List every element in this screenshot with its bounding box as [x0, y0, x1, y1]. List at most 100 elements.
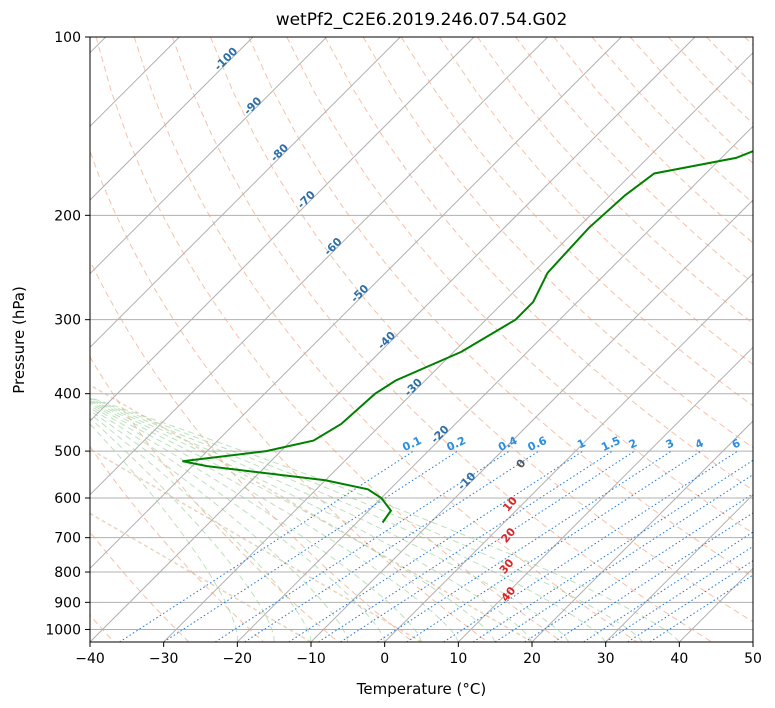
mixing-ratio-label: 2: [627, 436, 639, 451]
x-tick-label: 50: [744, 651, 762, 667]
mixing-ratio-label: 8: [759, 436, 771, 451]
isotherm: [678, 567, 753, 642]
isotherm-label: -50: [348, 282, 371, 305]
isotherm: [310, 199, 753, 642]
moist-adiabat: [90, 396, 680, 642]
plot-frame: [89, 36, 754, 643]
x-tick-label: 0: [380, 651, 389, 667]
isotherm-labels: -100-90-80-70-60-50-40-30-20-10: [212, 44, 479, 492]
dry-adiabat: [95, 37, 563, 642]
moist-adiabat: [90, 407, 386, 642]
y-tick-label: 400: [54, 387, 81, 403]
x-tick-label: 10: [449, 651, 467, 667]
dry-adiabat: [438, 37, 753, 366]
isotherm: [457, 346, 753, 642]
dry-adiabat: [477, 37, 753, 325]
x-tick-label: 30: [597, 651, 615, 667]
dry-adiabat: [210, 37, 753, 623]
chart-title: wetPf2_C2E6.2019.246.07.54.G02: [276, 10, 568, 30]
mixing-ratio-line: [583, 531, 753, 642]
dry-adiabat: [706, 37, 753, 86]
x-tick-label: −40: [75, 651, 105, 667]
x-tick-label: −30: [149, 651, 179, 667]
y-tick-label: 100: [54, 30, 81, 46]
saturation-curve: [90, 384, 533, 642]
dry-adiabat: [90, 259, 414, 642]
x-tick-label: 20: [523, 651, 541, 667]
mixing-ratio-line: [244, 450, 540, 642]
dry-adiabat: [553, 37, 753, 244]
saturation-curve: [90, 448, 422, 642]
dry-adiabat: [324, 37, 753, 491]
mixing-ratio-line: [163, 450, 458, 642]
isotherm: [90, 37, 328, 275]
y-tick-label: 500: [54, 444, 81, 460]
mixing-ratio-label: 4: [693, 436, 706, 451]
moist-adiabat-label: 40: [499, 584, 519, 604]
mixing-ratio-line: [377, 450, 672, 642]
mixing-ratio-line: [406, 450, 702, 642]
mixing-ratio-line: [553, 512, 753, 642]
dry-adiabat: [90, 356, 339, 642]
isotherm: [163, 51, 753, 642]
y-tick-label: 300: [54, 313, 81, 329]
dry-adiabat: [591, 37, 753, 204]
y-tick-label: 1000: [45, 622, 81, 638]
mixing-ratio-line: [119, 450, 414, 642]
moist-adiabat: [90, 423, 239, 642]
saturation-curve: [90, 512, 312, 642]
mixing-ratio-line: [494, 474, 753, 642]
moist-adiabat: [90, 417, 275, 642]
mixing-ratio-labels: 0.10.20.40.611.52346810131620253036: [400, 434, 771, 454]
x-axis-title: Temperature (°C): [356, 680, 486, 698]
isotherm-label: -40: [375, 329, 398, 352]
sounding-series: [182, 150, 753, 524]
isotherm: [531, 420, 753, 642]
y-tick-label: 800: [54, 565, 81, 581]
y-tick-label: 200: [54, 208, 81, 224]
moist-adiabat: [90, 409, 349, 642]
gridlines: [90, 37, 753, 642]
dry-adiabat: [171, 37, 712, 642]
x-axis: −40 −30 −20 −10 0 10 20 30 40 50: [75, 642, 762, 667]
dry-adiabat: [744, 37, 753, 46]
isotherm: [752, 641, 753, 642]
dry-adiabat: [90, 445, 264, 642]
moist-adiabat-label: 10: [500, 494, 520, 514]
dry-adiabat: [668, 37, 753, 125]
dry-adiabat: [90, 149, 488, 642]
mixing-ratio-line: [340, 450, 635, 642]
mixing-ratio-label: 3: [664, 436, 676, 451]
isotherm-label: -10: [455, 469, 478, 492]
dry-adiabat: [248, 37, 753, 578]
moist-adiabat: [90, 400, 533, 642]
mixing-ratio-line: [443, 450, 738, 642]
isotherm-label: -80: [268, 141, 291, 164]
dry-adiabat: [133, 37, 638, 642]
isotherm: [605, 493, 753, 642]
isotherm: [90, 37, 549, 496]
y-tick-label: 900: [54, 595, 81, 611]
isotherm: [90, 37, 401, 349]
moist-adiabat-label: 30: [497, 556, 517, 576]
y-tick-label: 600: [54, 491, 81, 507]
moist-adiabat: [90, 397, 643, 642]
isotherm-label: -70: [295, 188, 318, 211]
dry-adiabat: [90, 531, 190, 642]
isotherm: [384, 272, 753, 642]
x-tick-label: −20: [223, 651, 253, 667]
x-tick-label: −10: [296, 651, 326, 667]
isotherm-label: -60: [321, 235, 344, 258]
mixing-ratio-line: [472, 459, 753, 642]
x-tick-label: 40: [670, 651, 688, 667]
dewpoint-line: [182, 150, 753, 524]
mixing-ratio-line: [214, 450, 510, 642]
mixing-ratio-line: [605, 545, 753, 642]
moist-adiabat: [90, 405, 422, 642]
y-axis-title: Pressure (hPa): [10, 286, 28, 394]
mixing-ratio-line: [649, 574, 753, 642]
isotherm: [90, 37, 475, 422]
isotherm: [236, 125, 753, 642]
